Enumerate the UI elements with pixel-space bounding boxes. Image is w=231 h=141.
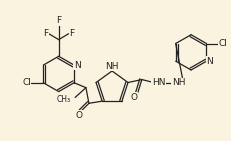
- Text: Cl: Cl: [219, 39, 228, 48]
- Text: NH: NH: [105, 62, 119, 71]
- Text: O: O: [131, 93, 137, 102]
- Text: F: F: [69, 29, 74, 38]
- Text: Cl: Cl: [22, 78, 31, 87]
- Text: N: N: [74, 61, 80, 70]
- Text: F: F: [56, 16, 61, 26]
- Text: NH: NH: [172, 78, 185, 87]
- Text: N: N: [206, 57, 213, 66]
- Text: O: O: [76, 111, 82, 120]
- Text: F: F: [43, 29, 49, 38]
- Text: HN: HN: [152, 78, 165, 87]
- Text: CH₃: CH₃: [57, 95, 71, 104]
